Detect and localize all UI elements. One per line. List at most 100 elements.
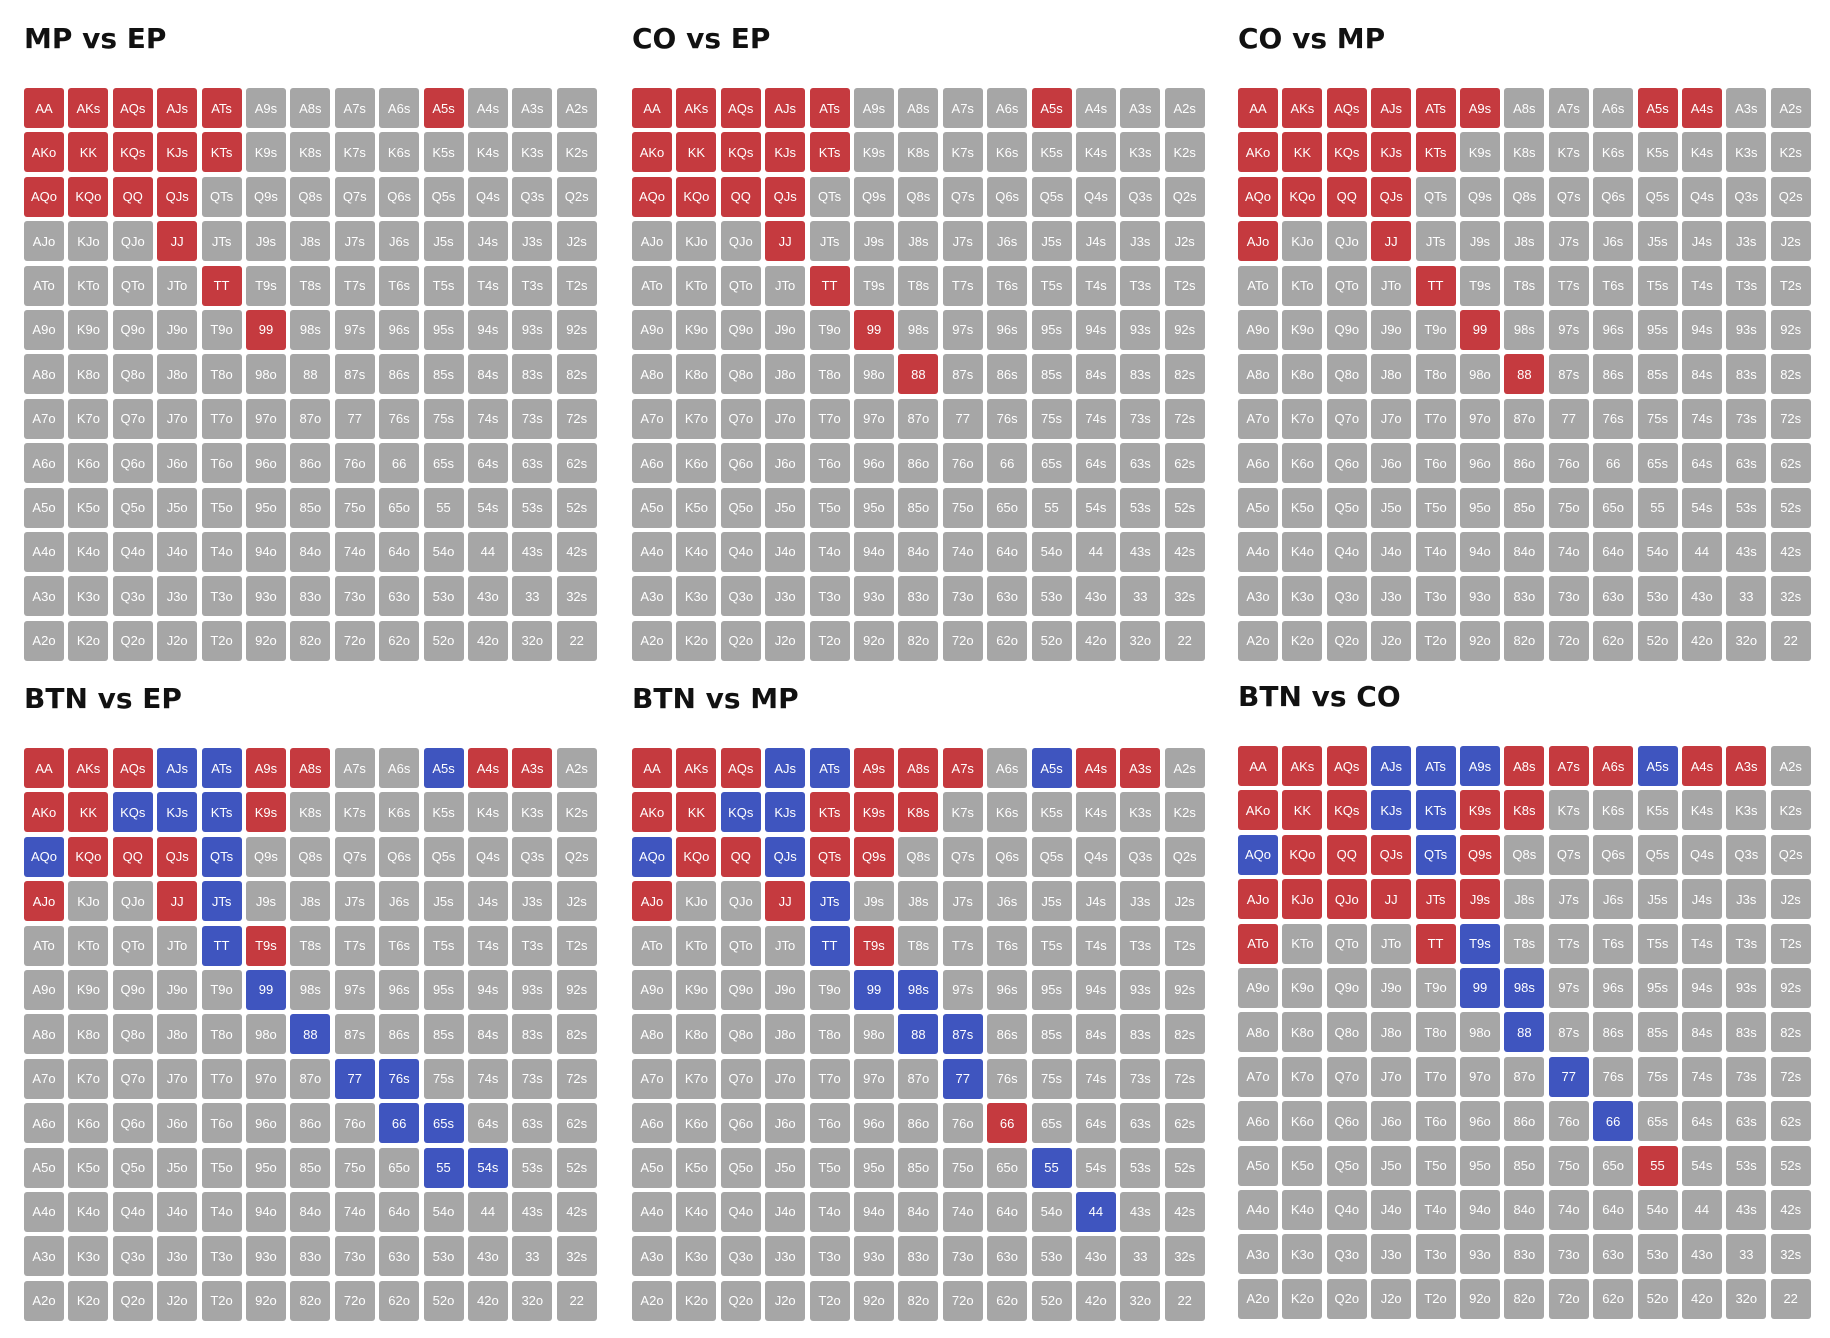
hand-cell: A5o xyxy=(632,1147,672,1188)
hand-cell: KJo xyxy=(1282,879,1323,920)
hand-cell: 72s xyxy=(1164,1058,1205,1099)
hand-cell: J2s xyxy=(1164,221,1205,262)
hand-cell: 97o xyxy=(1459,1056,1500,1097)
hand-cell: 64s xyxy=(1075,443,1116,484)
hand-cell: 42s xyxy=(556,1191,597,1232)
hand-cell: 94s xyxy=(467,309,508,350)
hand-cell: T8s xyxy=(290,265,331,306)
hand-cell: 85o xyxy=(1504,487,1545,528)
hand-cell: A7o xyxy=(632,1058,672,1099)
hand-cell: J6o xyxy=(1371,443,1412,484)
hand-cell: 66 xyxy=(1593,443,1634,484)
hand-cell: K8s xyxy=(898,792,939,833)
hand-cell: 32o xyxy=(1726,620,1767,661)
hand-cell: 85s xyxy=(423,354,464,395)
hand-cell: K9o xyxy=(676,309,717,350)
hand-cell: 77 xyxy=(942,398,983,439)
hand-cell: K5s xyxy=(1637,790,1678,831)
hand-cell: 32s xyxy=(1770,1234,1811,1275)
hand-cell: 92s xyxy=(556,969,597,1010)
hand-cell: 53s xyxy=(1120,1147,1161,1188)
hand-cell: T2s xyxy=(556,265,597,306)
hand-cell: T3s xyxy=(512,925,553,966)
hand-cell: T9o xyxy=(201,969,242,1010)
hand-cell: 95s xyxy=(1031,309,1072,350)
hand-cell: J7s xyxy=(334,221,375,262)
hand-cell: ATs xyxy=(201,88,242,128)
hand-cell: QTs xyxy=(809,836,850,877)
hand-cell: Q8o xyxy=(112,1014,153,1055)
hand-cell: 82s xyxy=(1164,1014,1205,1055)
hand-cell: 75o xyxy=(334,487,375,528)
hand-cell: K3s xyxy=(512,792,553,833)
hand-cell: 86s xyxy=(1593,1012,1634,1053)
hand-cell: J4s xyxy=(467,881,508,922)
hand-cell: T8o xyxy=(809,354,850,395)
hand-cell: A4o xyxy=(1238,531,1278,572)
hand-cell: 73o xyxy=(942,1236,983,1277)
hand-cell: K2o xyxy=(68,620,109,661)
hand-cell: J7o xyxy=(765,1058,806,1099)
hand-cell: 83o xyxy=(290,576,331,617)
hand-cell: J8s xyxy=(290,221,331,262)
hand-cell: 42o xyxy=(1075,620,1116,661)
hand-cell: J5s xyxy=(423,221,464,262)
hand-cell: 84o xyxy=(290,531,331,572)
hand-cell: Q2o xyxy=(1326,620,1367,661)
hand-cell: Q5s xyxy=(1031,836,1072,877)
hand-cell: A6s xyxy=(1593,88,1634,128)
hand-cell: Q3s xyxy=(512,836,553,877)
hand-cell: 83s xyxy=(1726,354,1767,395)
hand-cell: 86s xyxy=(379,354,420,395)
hand-cell: Q8o xyxy=(1326,1012,1367,1053)
hand-cell: A9o xyxy=(24,969,64,1010)
hand-cell: Q2s xyxy=(1770,176,1811,217)
hand-cell: 76s xyxy=(379,1058,420,1099)
hand-cell: 92o xyxy=(853,620,894,661)
hand-cell: 66 xyxy=(987,1103,1028,1144)
hand-cell: 75s xyxy=(1031,1058,1072,1099)
hand-cell: K6o xyxy=(1282,1101,1323,1142)
hand-cell: QJs xyxy=(765,836,806,877)
hand-cell: K5s xyxy=(423,792,464,833)
hand-cell: 98s xyxy=(898,309,939,350)
hand-cell: K9o xyxy=(676,969,717,1010)
hand-cell: 82o xyxy=(898,1280,939,1321)
hand-cell: 87s xyxy=(942,354,983,395)
hand-cell: K7o xyxy=(676,1058,717,1099)
hand-cell: QTs xyxy=(201,176,242,217)
hand-cell: K7o xyxy=(68,398,109,439)
hand-cell: 86o xyxy=(290,1103,331,1144)
hand-cell: T6s xyxy=(987,925,1028,966)
hand-grid: AA AKs AQs AJs ATs A9s A8s A7s A6s A5s A4s A3s A2s AK… xyxy=(632,88,1205,661)
hand-cell: AJs xyxy=(765,748,806,788)
hand-cell: 42o xyxy=(1075,1280,1116,1321)
hand-cell: J2s xyxy=(1164,881,1205,922)
hand-cell: T7s xyxy=(942,925,983,966)
hand-cell: 98o xyxy=(1459,1012,1500,1053)
hand-cell: T9s xyxy=(853,265,894,306)
hand-cell: J4o xyxy=(765,1191,806,1232)
hand-cell: K3o xyxy=(1282,576,1323,617)
hand-cell: 93s xyxy=(1726,967,1767,1008)
hand-cell: T9o xyxy=(1415,309,1456,350)
hand-cell: JJ xyxy=(157,881,198,922)
hand-cell: AQo xyxy=(632,836,672,877)
hand-cell: 76o xyxy=(334,443,375,484)
hand-cell: AKo xyxy=(632,792,672,833)
hand-cell: 52o xyxy=(1031,620,1072,661)
hand-cell: AKs xyxy=(68,88,109,128)
hand-cell: 66 xyxy=(1593,1101,1634,1142)
hand-cell: Q3o xyxy=(720,576,761,617)
hand-cell: 96s xyxy=(987,309,1028,350)
hand-cell: 82s xyxy=(556,354,597,395)
hand-cell: T9o xyxy=(809,309,850,350)
hand-cell: T5o xyxy=(809,487,850,528)
hand-cell: JTs xyxy=(809,221,850,262)
hand-cell: 95o xyxy=(245,1147,286,1188)
hand-cell: K4o xyxy=(1282,531,1323,572)
hand-cell: 87o xyxy=(290,398,331,439)
hand-cell: T5s xyxy=(1637,923,1678,964)
hand-cell: 97o xyxy=(1459,398,1500,439)
hand-cell: 94o xyxy=(245,1191,286,1232)
